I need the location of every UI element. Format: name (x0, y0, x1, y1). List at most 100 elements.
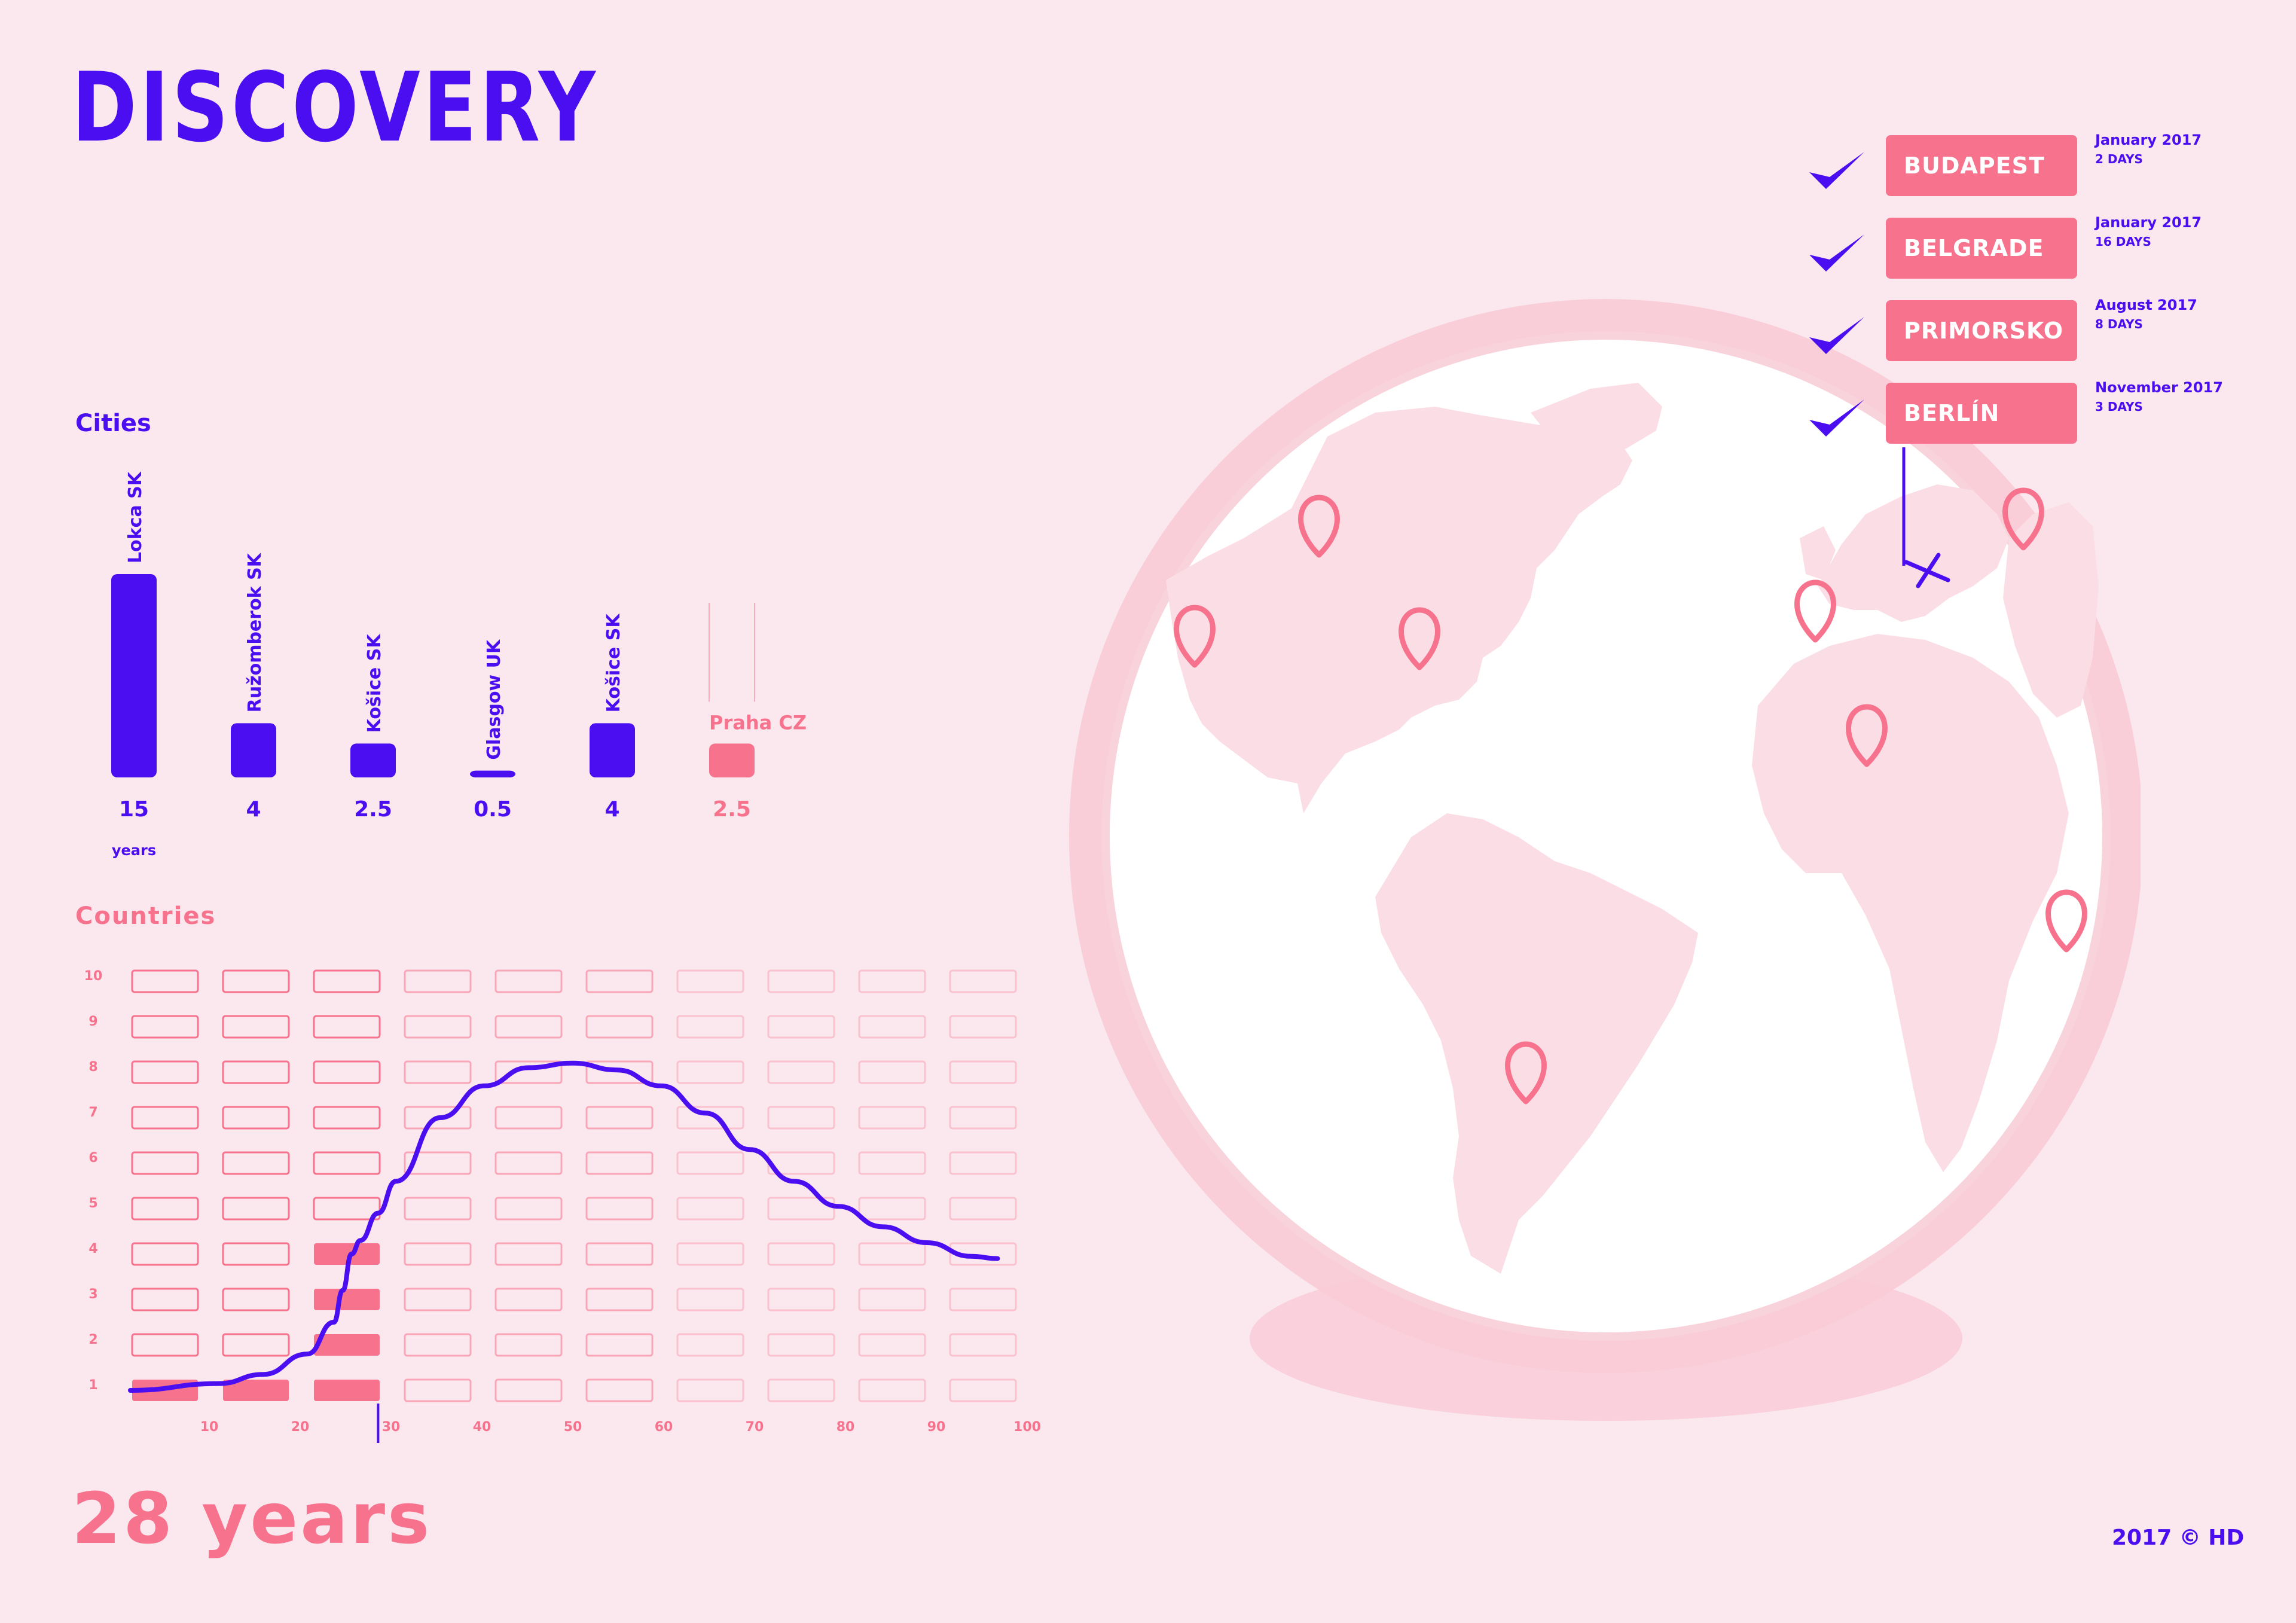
grid-cell (767, 1378, 835, 1402)
grid-cell (404, 1197, 472, 1221)
current-location-marker (1904, 553, 1950, 588)
trip-city-badge: BELGRADE (1886, 218, 2077, 279)
y-tick-label: 10 (84, 969, 103, 984)
grid-cell (131, 969, 199, 993)
grid-cell (404, 1288, 472, 1311)
grid-cell (404, 1060, 472, 1084)
greenland (1531, 383, 1662, 460)
grid-cell (585, 1378, 654, 1402)
x-tick-label: 60 (655, 1420, 673, 1435)
countries-line-chart: 1 2 3 4 5 6 7 8 9 10 10 20 30 40 50 60 70 80 90 100 (84, 969, 1041, 1443)
city-value-label: 15 (119, 797, 149, 822)
grid-cell (494, 1015, 563, 1039)
x-tick-label: 20 (291, 1420, 310, 1435)
grid-cell (494, 1106, 563, 1130)
grid-cell (858, 1197, 926, 1221)
trip-date: August 2017 (2095, 297, 2197, 313)
grid-cell (858, 1378, 926, 1402)
city-value-label: 2.5 (354, 797, 392, 822)
grid-cell (313, 1060, 381, 1084)
grid-cell (313, 1106, 381, 1130)
grid-cell (494, 1378, 563, 1402)
check-icon (1809, 399, 1864, 437)
pin-icon (1505, 1041, 1547, 1105)
y-tick-label: 4 (88, 1241, 97, 1256)
grid-cell (949, 969, 1017, 993)
trip-item: PRIMORSKO August 2017 8 DAYS (1806, 295, 2284, 361)
page-title: DISCOVERY (72, 51, 599, 163)
x-tick-label: 50 (564, 1420, 582, 1435)
grid-cell (949, 1151, 1017, 1175)
grid-cell (767, 1288, 835, 1311)
city-value-label: 0.5 (474, 797, 512, 822)
grid-cell (494, 1333, 563, 1357)
trip-item: BUDAPEST January 2017 2 DAYS (1806, 130, 2284, 196)
grid-cell-filled (314, 1380, 380, 1401)
grid-cell-filled (223, 1380, 289, 1401)
south-america (1375, 813, 1698, 1274)
check-icon (1809, 152, 1864, 189)
x-tick-label: 90 (927, 1420, 946, 1435)
grid-cell (222, 1242, 290, 1266)
copyright: 2017 © HD (2112, 1526, 2245, 1550)
trip-city: PRIMORSKO (1904, 318, 2064, 344)
grid-cell (585, 1333, 654, 1357)
grid-cell (676, 1151, 744, 1175)
grid-cell-filled (314, 1334, 380, 1356)
trip-date: January 2017 (2095, 132, 2202, 148)
trip-duration: 16 DAYS (2095, 234, 2151, 249)
y-tick-label: 5 (88, 1196, 97, 1211)
pin-icon (2002, 487, 2044, 551)
grid-cell (858, 1060, 926, 1084)
city-bar (350, 743, 396, 777)
city-value-label: 4 (246, 797, 261, 822)
map-pins (1174, 487, 2087, 1105)
grid-cell (404, 1378, 472, 1402)
grid-cell (131, 1242, 199, 1266)
grid-cell (858, 1151, 926, 1175)
north-america (1166, 407, 1632, 813)
grid-cell (949, 1106, 1017, 1130)
trip-city: BUDAPEST (1904, 152, 2045, 179)
grid-cell (404, 969, 472, 993)
grid-cell (222, 1060, 290, 1084)
grid-cell (767, 1060, 835, 1084)
pin-icon (1399, 607, 1440, 670)
trip-duration: 3 DAYS (2095, 399, 2143, 414)
city-name-label: Praha CZ (709, 711, 807, 734)
grid-cell (949, 1378, 1017, 1402)
city-bar (111, 574, 157, 777)
grid-cell (494, 1242, 563, 1266)
pin-icon (1174, 605, 1216, 668)
grid-cell (222, 1151, 290, 1175)
y-tick-label: 8 (88, 1060, 97, 1075)
trip-list: BUDAPEST January 2017 2 DAYS BELGRADE Ja… (1806, 130, 2284, 453)
grid-cell-filled (314, 1289, 380, 1310)
grid-cell (858, 1333, 926, 1357)
grid-cell (585, 1151, 654, 1175)
city-value-label: 4 (604, 797, 619, 822)
grid-cell (131, 1151, 199, 1175)
grid-cell (313, 1015, 381, 1039)
grid-cell (131, 1197, 199, 1221)
uk (1800, 526, 1836, 580)
x-tick-label: 40 (473, 1420, 491, 1435)
grid-cell (767, 1197, 835, 1221)
cities-chart-title: Cities (75, 410, 151, 437)
grid-cell (131, 1333, 199, 1357)
grid-cell (585, 969, 654, 993)
city-name-label: Košice SK (603, 613, 624, 713)
grid-cell (222, 1197, 290, 1221)
grid-cell (585, 1242, 654, 1266)
trip-city-badge: BERLÍN (1886, 383, 2077, 444)
age-curve (128, 1060, 1000, 1393)
x-tick-label: 100 (1013, 1420, 1041, 1435)
city-name-label: Glasgow UK (484, 639, 505, 760)
grid-cell (949, 1197, 1017, 1221)
trip-city-badge: PRIMORSKO (1886, 300, 2077, 361)
grid-cell (222, 1015, 290, 1039)
trip-duration: 8 DAYS (2095, 317, 2143, 331)
countries-chart-title: Countries (75, 902, 216, 930)
x-tick-label: 80 (836, 1420, 855, 1435)
grid-cell (404, 1333, 472, 1357)
